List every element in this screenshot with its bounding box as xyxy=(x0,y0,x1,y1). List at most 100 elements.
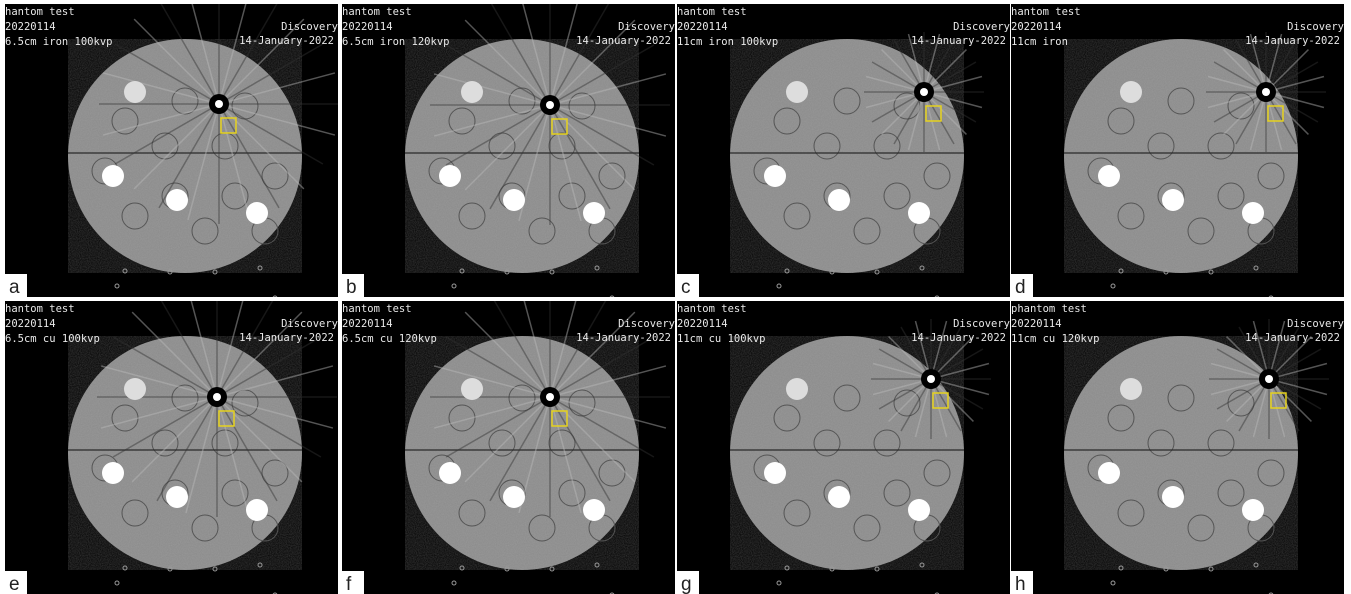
panel: hantom test 20220114 6.5cm cu 100kvp Discov… xyxy=(5,277,338,594)
overlay-text: 6.5cm cu 120kvp xyxy=(342,333,437,345)
dense-insert xyxy=(439,462,461,484)
dense-insert xyxy=(1120,81,1142,103)
overlay-text: hantom test xyxy=(677,6,747,18)
overlay-text: 20220114 xyxy=(5,21,56,33)
overlay-text: 14-January-2022 xyxy=(1245,332,1340,344)
dense-insert xyxy=(461,378,483,400)
phantom-noise xyxy=(68,39,302,273)
dense-insert xyxy=(1162,189,1184,211)
panel-label: h xyxy=(1015,574,1026,594)
dense-insert xyxy=(166,189,188,211)
overlay-text: 20220114 xyxy=(342,21,393,33)
dense-insert xyxy=(786,81,808,103)
panel-label: d xyxy=(1015,277,1026,298)
dense-insert xyxy=(102,462,124,484)
dense-insert xyxy=(1242,202,1264,224)
dense-insert xyxy=(828,189,850,211)
dense-insert xyxy=(503,486,525,508)
panel: hantom test 20220114 6.5cm cu 120kvp Discov… xyxy=(342,277,675,594)
panel: hantom test 20220114 6.5cm iron 100kvp Disc… xyxy=(5,0,339,300)
dense-insert xyxy=(786,378,808,400)
overlay-text: 14-January-2022 xyxy=(911,35,1006,47)
overlay-text: 11cm iron 100kvp xyxy=(677,36,778,48)
overlay-text: hantom test xyxy=(342,6,412,18)
overlay-text: hantom test xyxy=(342,303,412,315)
overlay-text: 6.5cm iron 120kvp xyxy=(342,36,449,48)
overlay-text: Discovery xyxy=(281,318,338,330)
overlay-text: Discovery xyxy=(953,21,1010,33)
metal xyxy=(546,101,554,109)
dense-insert xyxy=(102,165,124,187)
overlay-text: 11cm cu 120kvp xyxy=(1011,333,1100,345)
panel-label: c xyxy=(681,277,691,298)
overlay-text: phantom test xyxy=(1011,303,1087,315)
metal xyxy=(1262,88,1270,96)
overlay-text: hantom test xyxy=(1011,6,1081,18)
overlay-text: 14-January-2022 xyxy=(576,35,671,47)
overlay-text: hantom test xyxy=(677,303,747,315)
overlay-text: Discovery xyxy=(618,318,675,330)
panel: hantom test 20220114 11cm cu 100kvp Discove… xyxy=(677,301,1010,594)
panel-label: f xyxy=(346,574,352,594)
dense-insert xyxy=(583,499,605,521)
dense-insert xyxy=(246,499,268,521)
dense-insert xyxy=(1162,486,1184,508)
overlay-text: 20220114 xyxy=(1011,21,1062,33)
dense-insert xyxy=(1098,165,1120,187)
metal xyxy=(927,375,935,383)
dense-insert xyxy=(764,462,786,484)
dense-insert xyxy=(1242,499,1264,521)
overlay-text: Discovery xyxy=(1287,318,1344,330)
overlay-text: 11cm cu 100kvp xyxy=(677,333,766,345)
overlay-text: 20220114 xyxy=(5,318,56,330)
overlay-text: 20220114 xyxy=(677,318,728,330)
overlay-text: 14-January-2022 xyxy=(239,332,334,344)
dense-insert xyxy=(908,499,930,521)
panel: hantom test 20220114 11cm iron Discovery 14-… xyxy=(1011,4,1344,300)
dense-insert xyxy=(908,202,930,224)
overlay-text: hantom test xyxy=(5,6,75,18)
metal xyxy=(213,393,221,401)
panel-label: b xyxy=(346,277,357,298)
overlay-text: 6.5cm iron 100kvp xyxy=(5,36,112,48)
dense-insert xyxy=(583,202,605,224)
dense-insert xyxy=(124,81,146,103)
overlay-text: 14-January-2022 xyxy=(576,332,671,344)
dense-insert xyxy=(503,189,525,211)
overlay-text: 11cm iron xyxy=(1011,36,1068,48)
overlay-text: 14-January-2022 xyxy=(911,332,1006,344)
overlay-text: Discovery xyxy=(281,21,338,33)
dense-insert xyxy=(461,81,483,103)
dense-insert xyxy=(764,165,786,187)
overlay-text: Discovery xyxy=(1287,21,1344,33)
metal xyxy=(546,393,554,401)
overlay-text: Discovery xyxy=(953,318,1010,330)
panel-label: e xyxy=(9,574,20,594)
overlay-text: 20220114 xyxy=(1011,318,1062,330)
dense-insert xyxy=(439,165,461,187)
panel: hantom test 20220114 11cm iron 100kvp Disco… xyxy=(677,4,1010,300)
dense-insert xyxy=(166,486,188,508)
phantom-noise xyxy=(1064,39,1298,273)
panel: hantom test 20220114 6.5cm iron 120kvp Disc… xyxy=(342,0,675,300)
phantom-noise xyxy=(405,336,639,570)
metal xyxy=(215,100,223,108)
overlay-text: 20220114 xyxy=(342,318,393,330)
panel-label: a xyxy=(9,277,20,298)
overlay-text: 14-January-2022 xyxy=(239,35,334,47)
dense-insert xyxy=(124,378,146,400)
dense-insert xyxy=(246,202,268,224)
panel-label: g xyxy=(681,574,692,594)
dense-insert xyxy=(1120,378,1142,400)
panel: phantom test 20220114 11cm cu 120kvp Discov… xyxy=(1011,301,1344,594)
dense-insert xyxy=(828,486,850,508)
overlay-text: 6.5cm cu 100kvp xyxy=(5,333,100,345)
overlay-text: hantom test xyxy=(5,303,75,315)
dense-insert xyxy=(1098,462,1120,484)
overlay-text: 14-January-2022 xyxy=(1245,35,1340,47)
metal xyxy=(920,88,928,96)
figure: hantom test 20220114 6.5cm iron 100kvp Disc… xyxy=(0,0,1351,594)
metal xyxy=(1265,375,1273,383)
overlay-text: Discovery xyxy=(618,21,675,33)
overlay-text: 20220114 xyxy=(677,21,728,33)
